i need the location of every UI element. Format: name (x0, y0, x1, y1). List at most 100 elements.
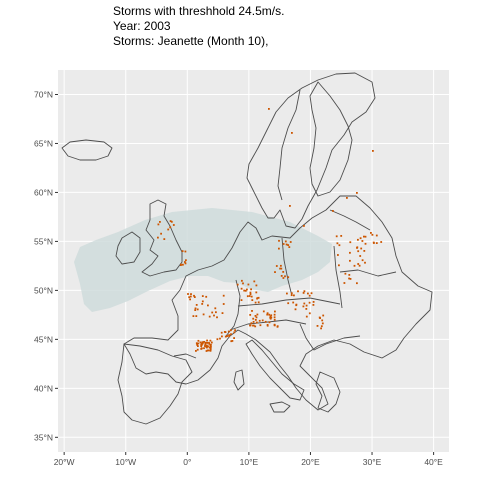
damage-point (266, 324, 269, 326)
damage-point (312, 301, 315, 303)
damage-point (195, 315, 198, 317)
damage-point (282, 277, 285, 279)
title-line-storms: Storms: Jeanette (Month 10), (113, 34, 269, 48)
pyrenees-border (173, 353, 197, 359)
damage-point (222, 294, 225, 297)
damage-point (316, 325, 319, 327)
damage-point (348, 274, 351, 276)
damage-point (206, 339, 208, 342)
damage-point (268, 313, 271, 316)
damage-point (338, 244, 341, 247)
damage-point (280, 275, 283, 277)
damage-point (273, 316, 276, 319)
damage-point (201, 341, 204, 344)
damage-point (223, 331, 226, 333)
damage-point (207, 349, 210, 352)
great-britain-outline (141, 199, 183, 277)
damage-point (259, 324, 262, 327)
greece-outline (315, 371, 341, 413)
damage-point (230, 333, 232, 336)
damage-point (220, 331, 223, 334)
damage-point (248, 295, 251, 297)
damage-point (321, 319, 324, 322)
damage-point (196, 343, 198, 346)
damage-point (221, 312, 224, 314)
damage-point (292, 301, 295, 304)
sardinia-outline (233, 369, 245, 391)
damage-point (258, 319, 261, 322)
ireland-outline (115, 231, 141, 265)
damage-point (197, 345, 199, 347)
damage-point (280, 264, 282, 267)
damage-point (287, 244, 290, 246)
damage-point (356, 282, 358, 285)
damage-point (205, 350, 208, 352)
damage-point (207, 345, 209, 348)
damage-point (196, 308, 199, 311)
baltic-border (329, 209, 371, 231)
damage-point (348, 277, 350, 280)
damage-point (274, 310, 276, 313)
damage-point (280, 267, 283, 270)
damage-point (216, 338, 219, 341)
damage-point (185, 259, 187, 262)
damage-point (294, 308, 297, 311)
damage-point (251, 310, 253, 312)
damage-point (157, 223, 160, 226)
damage-point (169, 220, 172, 222)
damage-point (372, 150, 374, 152)
damage-point (159, 221, 161, 223)
damage-point (336, 242, 339, 245)
damage-point (193, 294, 195, 297)
damage-point (293, 294, 295, 297)
damage-point (182, 263, 184, 266)
sweden-norway-border (277, 89, 301, 201)
damage-point (170, 220, 173, 223)
y-tick-label: 65°N (34, 138, 53, 148)
damage-point (253, 280, 256, 283)
x-tick-label: 20°W (54, 457, 75, 467)
damage-point (240, 299, 243, 301)
damage-point (210, 341, 213, 344)
damage-point (255, 321, 258, 324)
damage-point (172, 224, 175, 226)
damage-point (200, 343, 203, 346)
damage-point (335, 235, 338, 238)
damage-point (364, 235, 367, 238)
damage-point (305, 315, 308, 318)
damage-point (197, 339, 200, 342)
damage-point (321, 322, 324, 325)
damage-point (363, 235, 365, 238)
damage-point (361, 259, 364, 262)
damage-point (274, 271, 276, 273)
damage-point (270, 316, 273, 319)
damage-point (286, 292, 288, 295)
damage-point (282, 271, 285, 273)
belarus-ukraine-border (339, 269, 397, 277)
damage-point (357, 250, 360, 253)
damage-point (291, 132, 293, 134)
y-tick-label: 70°N (34, 89, 53, 99)
damage-point (241, 279, 243, 282)
damage-point (297, 290, 299, 293)
damage-point (181, 250, 184, 252)
damage-point (346, 197, 348, 199)
balkans-border (299, 323, 361, 351)
x-tick-label: 30°E (363, 457, 382, 467)
damage-point (284, 240, 287, 243)
damage-point (184, 250, 187, 253)
damage-point (349, 251, 351, 254)
damage-point (344, 272, 347, 275)
damage-point (251, 299, 254, 301)
damage-point (256, 313, 259, 316)
damage-point (196, 348, 199, 351)
damage-point (266, 312, 269, 315)
damage-point (209, 339, 212, 342)
title-line-threshold: Storms with threshhold 24.5m/s. (113, 4, 285, 18)
damage-point (244, 289, 247, 292)
x-tick-label: 10°E (240, 457, 259, 467)
damage-point (257, 296, 260, 299)
damage-point (320, 325, 323, 328)
damage-point (322, 314, 325, 317)
damage-point (234, 329, 236, 332)
